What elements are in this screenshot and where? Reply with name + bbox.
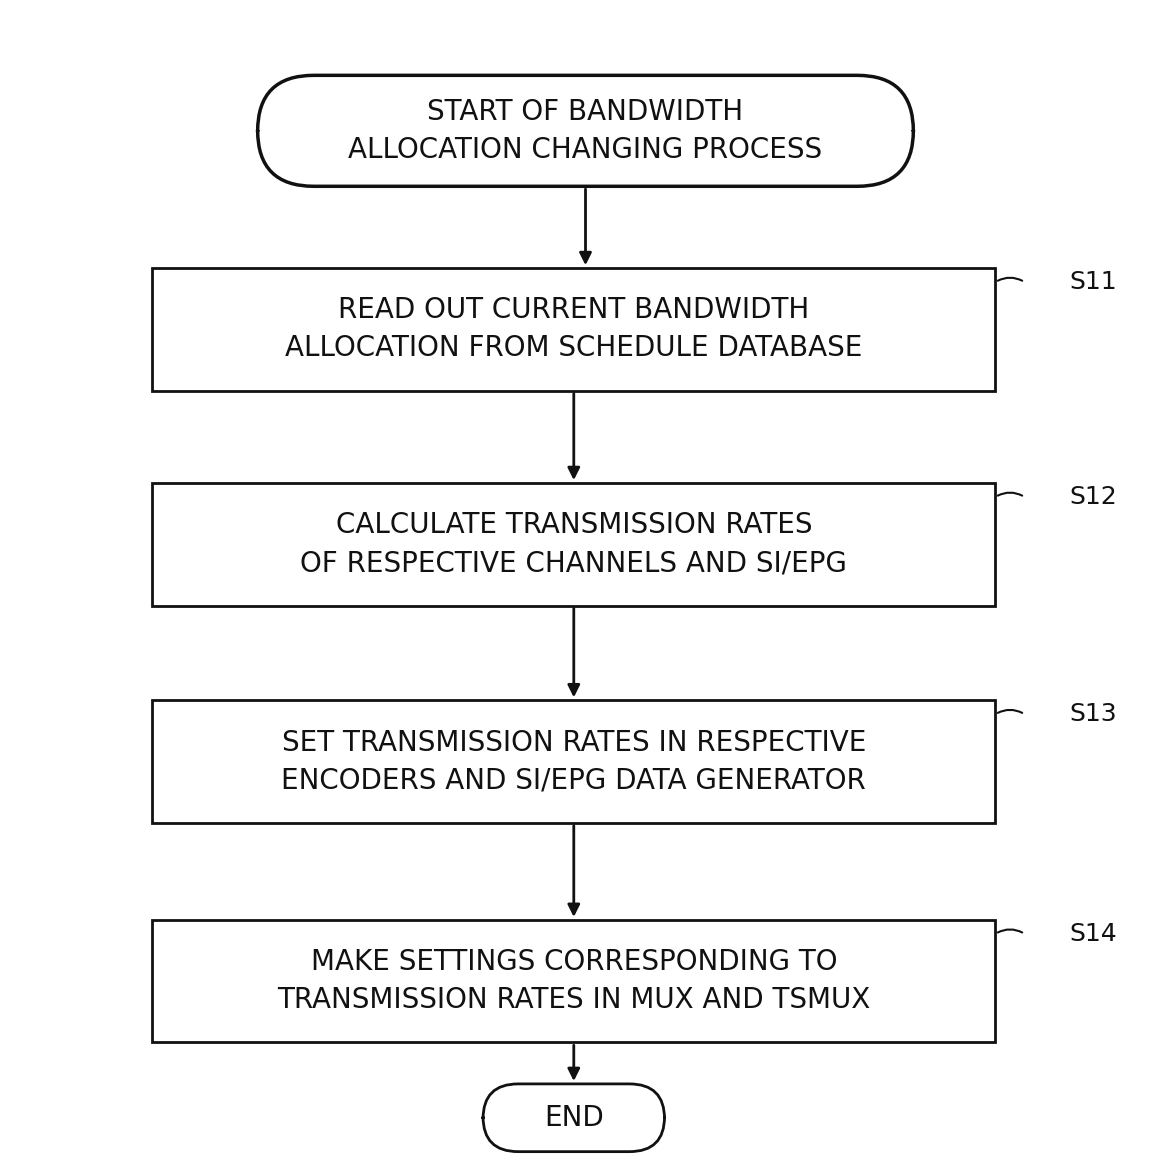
Bar xyxy=(152,701,995,822)
Bar xyxy=(152,484,995,605)
Text: START OF BANDWIDTH
ALLOCATION CHANGING PROCESS: START OF BANDWIDTH ALLOCATION CHANGING P… xyxy=(349,98,822,164)
Bar xyxy=(152,920,995,1042)
Text: MAKE SETTINGS CORRESPONDING TO
TRANSMISSION RATES IN MUX AND TSMUX: MAKE SETTINGS CORRESPONDING TO TRANSMISS… xyxy=(278,948,870,1014)
Text: SET TRANSMISSION RATES IN RESPECTIVE
ENCODERS AND SI/EPG DATA GENERATOR: SET TRANSMISSION RATES IN RESPECTIVE ENC… xyxy=(281,729,867,794)
Text: READ OUT CURRENT BANDWIDTH
ALLOCATION FROM SCHEDULE DATABASE: READ OUT CURRENT BANDWIDTH ALLOCATION FR… xyxy=(285,297,863,362)
Text: CALCULATE TRANSMISSION RATES
OF RESPECTIVE CHANNELS AND SI/EPG: CALCULATE TRANSMISSION RATES OF RESPECTI… xyxy=(300,512,848,577)
Text: S12: S12 xyxy=(1069,485,1117,509)
FancyBboxPatch shape xyxy=(258,76,913,186)
Text: S13: S13 xyxy=(1069,702,1117,726)
Text: END: END xyxy=(543,1104,604,1132)
Bar xyxy=(152,269,995,390)
FancyBboxPatch shape xyxy=(482,1084,665,1152)
Text: S11: S11 xyxy=(1069,270,1117,294)
Text: S14: S14 xyxy=(1069,922,1117,946)
